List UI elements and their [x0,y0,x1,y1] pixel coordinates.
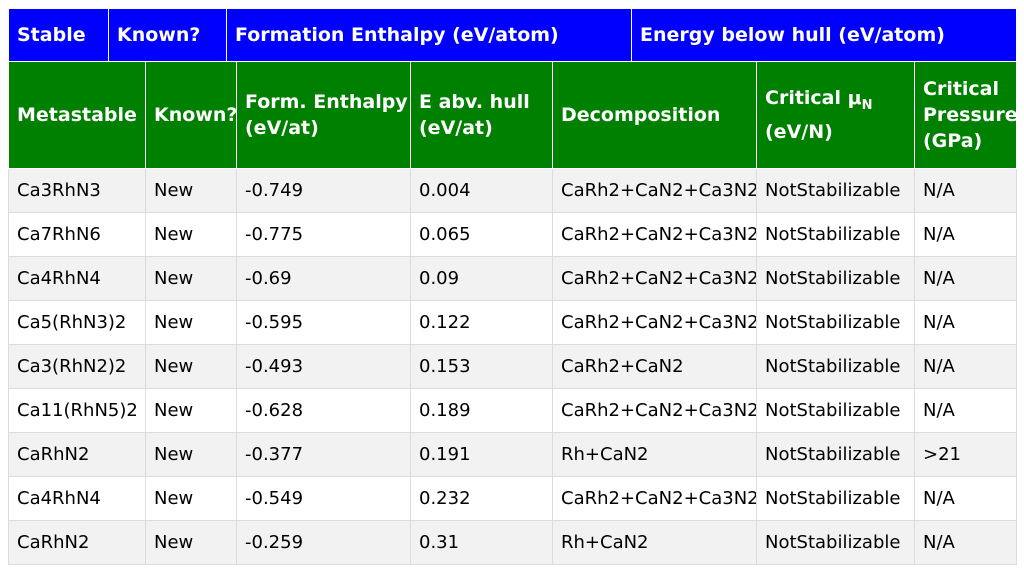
critical-mu-cell: NotStabilizable [756,300,915,345]
table-row: Ca5(RhN3)2 New -0.595 0.122 CaRh2+CaN2+Ca3N2… [8,300,1017,345]
formula-cell: Ca7RhN6 [8,212,146,257]
form-enthalpy-cell: -0.775 [236,212,411,257]
e-abv-hull-cell: 0.122 [410,300,553,345]
metastable-table-body: Ca3RhN3 New -0.749 0.004 CaRh2+CaN2+Ca3N2 Not… [8,168,1017,565]
critical-pressure-cell: N/A [914,168,1017,213]
critical-mu-cell: NotStabilizable [756,388,915,433]
form-enthalpy-cell: -0.595 [236,300,411,345]
form-enthalpy-column-header: Form. Enthalpy (eV/at) [236,61,411,169]
known-cell: New [145,476,237,521]
formula-cell: Ca3(RhN2)2 [8,344,146,389]
table-row: CaRhN2 New -0.259 0.31 Rh+CaN2 NotStabilizabl… [8,520,1017,565]
critical-mu-cell: NotStabilizable [756,212,915,257]
e-abv-hull-cell: 0.09 [410,256,553,301]
critical-pressure-cell: N/A [914,344,1017,389]
decomposition-cell: CaRh2+CaN2+Ca3N2 [552,388,757,433]
critical-mu-cell: NotStabilizable [756,344,915,389]
critical-pressure-cell: N/A [914,256,1017,301]
formula-cell: CaRhN2 [8,520,146,565]
table-row: Ca4RhN4 New -0.69 0.09 CaRh2+CaN2+Ca3N2 NotSt… [8,256,1017,301]
known-cell: New [145,212,237,257]
formula-cell: Ca11(RhN5)2 [8,388,146,433]
critical-mu-cell: NotStabilizable [756,476,915,521]
formula-cell: Ca4RhN4 [8,476,146,521]
critical-mu-cell: NotStabilizable [756,168,915,213]
critical-pressure-cell: >21 [914,432,1017,477]
metastable-header-row: Metastable Known? Form. Enthalpy (eV/at)… [8,61,1017,169]
critical-pressure-cell: N/A [914,520,1017,565]
e-abv-hull-cell: 0.189 [410,388,553,433]
e-abv-hull-cell: 0.065 [410,212,553,257]
form-enthalpy-cell: -0.549 [236,476,411,521]
metastable-column-header: Metastable [8,61,146,169]
e-abv-hull-cell: 0.004 [410,168,553,213]
known-cell: New [145,168,237,213]
form-enthalpy-cell: -0.749 [236,168,411,213]
e-abv-hull-cell: 0.31 [410,520,553,565]
critical-mu-column-header: Critical μN (eV/N) [756,61,915,169]
known-cell: New [145,520,237,565]
form-enthalpy-cell: -0.377 [236,432,411,477]
form-enthalpy-cell: -0.628 [236,388,411,433]
decomposition-column-header: Decomposition [552,61,757,169]
table-row: Ca7RhN6 New -0.775 0.065 CaRh2+CaN2+Ca3N2 Not… [8,212,1017,257]
formula-cell: CaRhN2 [8,432,146,477]
table-row: Ca11(RhN5)2 New -0.628 0.189 CaRh2+CaN2+Ca3N… [8,388,1017,433]
critical-pressure-cell: N/A [914,388,1017,433]
critical-mu-unit: (eV/N) [765,121,833,143]
known-cell: New [145,300,237,345]
e-abv-hull-cell: 0.232 [410,476,553,521]
form-enthalpy-cell: -0.493 [236,344,411,389]
decomposition-cell: CaRh2+CaN2+Ca3N2 [552,256,757,301]
stable-known-column-header: Known? [108,8,227,62]
decomposition-cell: CaRh2+CaN2+Ca3N2 [552,476,757,521]
stable-formation-enthalpy-column-header: Formation Enthalpy (eV/atom) [226,8,632,62]
critical-pressure-cell: N/A [914,476,1017,521]
metastable-known-column-header: Known? [145,61,237,169]
known-cell: New [145,388,237,433]
decomposition-cell: CaRh2+CaN2+Ca3N2 [552,300,757,345]
critical-mu-cell: NotStabilizable [756,256,915,301]
form-enthalpy-cell: -0.69 [236,256,411,301]
formula-cell: Ca3RhN3 [8,168,146,213]
metastable-phases-table: Metastable Known? Form. Enthalpy (eV/at)… [8,61,1017,565]
critical-mu-cell: NotStabilizable [756,520,915,565]
known-cell: New [145,432,237,477]
stable-energy-below-hull-column-header: Energy below hull (eV/atom) [631,8,1017,62]
critical-mu-label: Critical μ [765,87,862,109]
table-row: CaRhN2 New -0.377 0.191 Rh+CaN2 NotStabilizab… [8,432,1017,477]
e-abv-hull-column-header: E abv. hull (eV/at) [410,61,553,169]
known-cell: New [145,256,237,301]
decomposition-cell: Rh+CaN2 [552,520,757,565]
formula-cell: Ca5(RhN3)2 [8,300,146,345]
stable-header-row: Stable Known? Formation Enthalpy (eV/ato… [8,8,1017,62]
critical-mu-subscript: N [861,98,873,113]
critical-pressure-cell: N/A [914,212,1017,257]
known-cell: New [145,344,237,389]
form-enthalpy-cell: -0.259 [236,520,411,565]
table-row: Ca3(RhN2)2 New -0.493 0.153 CaRh2+CaN2 NotSta… [8,344,1017,389]
decomposition-cell: CaRh2+CaN2+Ca3N2 [552,212,757,257]
table-row: Ca3RhN3 New -0.749 0.004 CaRh2+CaN2+Ca3N2 Not… [8,168,1017,213]
e-abv-hull-cell: 0.153 [410,344,553,389]
decomposition-cell: CaRh2+CaN2 [552,344,757,389]
critical-mu-cell: NotStabilizable [756,432,915,477]
table-row: Ca4RhN4 New -0.549 0.232 CaRh2+CaN2+Ca3N2 Not… [8,476,1017,521]
critical-pressure-column-header: Critical Pressure (GPa) [914,61,1017,169]
critical-pressure-cell: N/A [914,300,1017,345]
formula-cell: Ca4RhN4 [8,256,146,301]
stable-column-header: Stable [8,8,109,62]
e-abv-hull-cell: 0.191 [410,432,553,477]
decomposition-cell: CaRh2+CaN2+Ca3N2 [552,168,757,213]
stable-phases-table: Stable Known? Formation Enthalpy (eV/ato… [8,8,1017,62]
decomposition-cell: Rh+CaN2 [552,432,757,477]
